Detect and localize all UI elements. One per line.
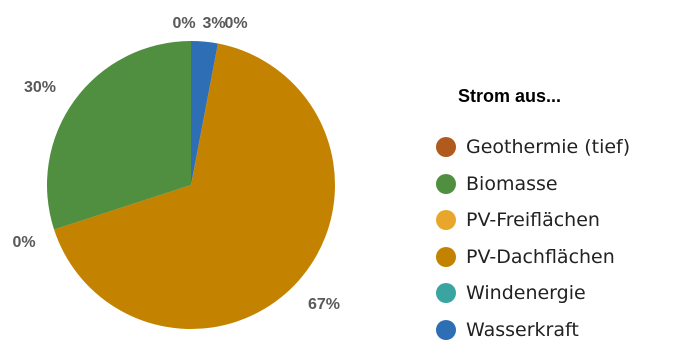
legend-item-pv-dachfl-chen: PV-Dachflächen xyxy=(436,239,630,276)
legend-title: Strom aus... xyxy=(458,86,561,107)
data-label-pv-freifl-chen: 0% xyxy=(12,234,35,251)
legend-label-windenergie: Windenergie xyxy=(466,282,586,304)
legend-label-pv-freifl-chen: PV-Freiflächen xyxy=(466,209,600,231)
legend-item-wasserkraft: Wasserkraft xyxy=(436,312,630,348)
data-label-pv-dachfl-chen: 67% xyxy=(308,296,340,313)
data-label-biomasse: 30% xyxy=(24,79,56,96)
legend-label-wasserkraft: Wasserkraft xyxy=(466,319,579,341)
data-label-windenergie: 0% xyxy=(172,15,195,32)
legend-item-biomasse: Biomasse xyxy=(436,166,630,203)
legend-swatch-wasserkraft xyxy=(436,320,456,340)
legend-swatch-pv-freifl-chen xyxy=(436,210,456,230)
data-label-wasserkraft: 3% xyxy=(202,15,225,32)
data-label-geothermie-tief: 0% xyxy=(224,15,247,32)
legend-swatch-geothermie-tief xyxy=(436,137,456,157)
legend-item-pv-freifl-chen: PV-Freiflächen xyxy=(436,202,630,239)
legend-swatch-windenergie xyxy=(436,283,456,303)
legend-swatch-biomasse xyxy=(436,174,456,194)
legend-label-pv-dachfl-chen: PV-Dachflächen xyxy=(466,246,615,268)
legend-item-windenergie: Windenergie xyxy=(436,275,630,312)
legend-label-geothermie-tief: Geothermie (tief) xyxy=(466,136,630,158)
legend-item-geothermie-tief: Geothermie (tief) xyxy=(436,129,630,166)
legend-swatch-pv-dachfl-chen xyxy=(436,247,456,267)
legend: Geothermie (tief) Biomasse PV-Freiflächen P… xyxy=(436,129,630,348)
legend-label-biomasse: Biomasse xyxy=(466,173,558,195)
